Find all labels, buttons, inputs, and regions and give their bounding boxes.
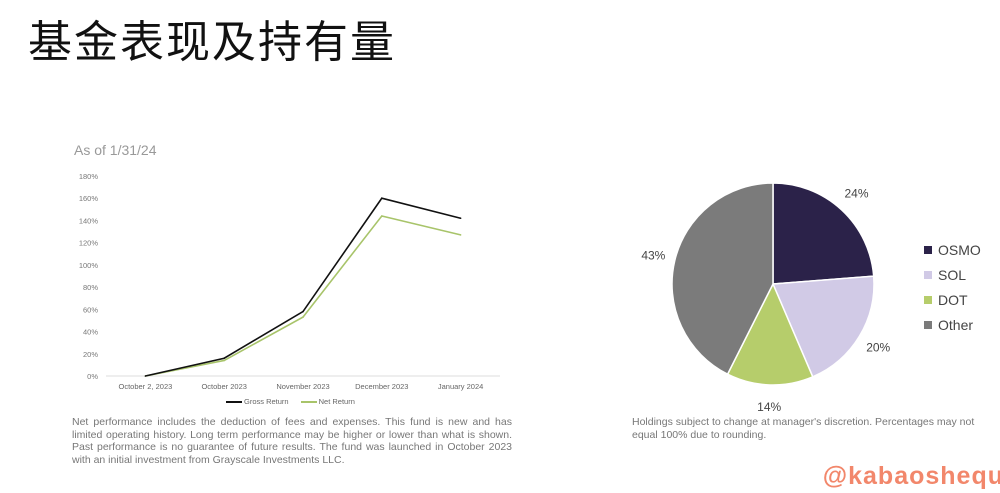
x-tick-label: January 2024 <box>438 382 483 391</box>
performance-note: Net performance includes the deduction o… <box>72 416 512 466</box>
legend-net-label: Net Return <box>318 397 355 406</box>
y-tick-label: 40% <box>83 328 98 337</box>
pie-label: 14% <box>757 400 781 414</box>
pie-label: 43% <box>641 249 665 263</box>
legend-other: Other <box>924 317 981 333</box>
data-point <box>381 197 383 200</box>
legend-gross: Gross Return <box>226 397 289 406</box>
y-tick-label: 0% <box>87 372 98 381</box>
swatch <box>924 246 932 254</box>
pie-slice-dot <box>726 282 814 386</box>
y-tick-label: 100% <box>79 261 99 270</box>
legend-label: SOL <box>938 267 967 283</box>
swatch <box>924 296 932 304</box>
pie-label: 24% <box>845 187 869 201</box>
x-tick-label: October 2023 <box>201 382 246 391</box>
y-tick-label: 120% <box>79 239 99 248</box>
data-point <box>459 217 462 220</box>
line-legend: Gross Return Net Return <box>226 397 355 406</box>
chart-title: As of 1/31/24 <box>74 142 157 158</box>
y-tick-label: 60% <box>83 305 98 314</box>
data-point <box>144 375 147 377</box>
y-tick-label: 80% <box>83 283 98 292</box>
pie-slice-sol <box>771 275 875 378</box>
y-tick-label: 20% <box>83 350 98 359</box>
data-point <box>302 316 304 318</box>
y-tick-label: 180% <box>79 172 99 181</box>
x-tick-label: November 2023 <box>276 382 329 391</box>
data-point <box>223 359 225 362</box>
legend-sol: SOL <box>924 267 981 283</box>
data-point <box>381 215 383 217</box>
watermark: @kabaoshequ <box>822 462 1000 490</box>
pie-slice-osmo <box>772 182 875 285</box>
legend-dot: DOT <box>924 292 981 308</box>
x-tick-label: December 2023 <box>355 382 408 391</box>
y-tick-label: 160% <box>79 194 99 203</box>
legend-gross-label: Gross Return <box>244 397 289 406</box>
swatch <box>924 271 932 279</box>
y-tick-label: 140% <box>79 216 99 225</box>
legend-label: Other <box>938 317 974 333</box>
legend-label: OSMO <box>938 242 981 258</box>
page-title: 基金表现及持有量 <box>28 17 396 68</box>
data-point <box>223 357 225 360</box>
swatch <box>924 321 932 329</box>
pie-slice-other <box>671 182 774 376</box>
data-point <box>302 310 304 313</box>
pie-legend: OSMO SOL DOT Other <box>924 242 981 333</box>
legend-label: DOT <box>938 292 968 308</box>
legend-osmo: OSMO <box>924 242 981 258</box>
pie-label: 20% <box>866 341 890 355</box>
data-point <box>459 234 462 236</box>
holdings-note: Holdings subject to change at manager's … <box>632 416 975 441</box>
legend-net: Net Return <box>300 397 355 406</box>
x-tick-label: October 2, 2023 <box>119 382 173 391</box>
